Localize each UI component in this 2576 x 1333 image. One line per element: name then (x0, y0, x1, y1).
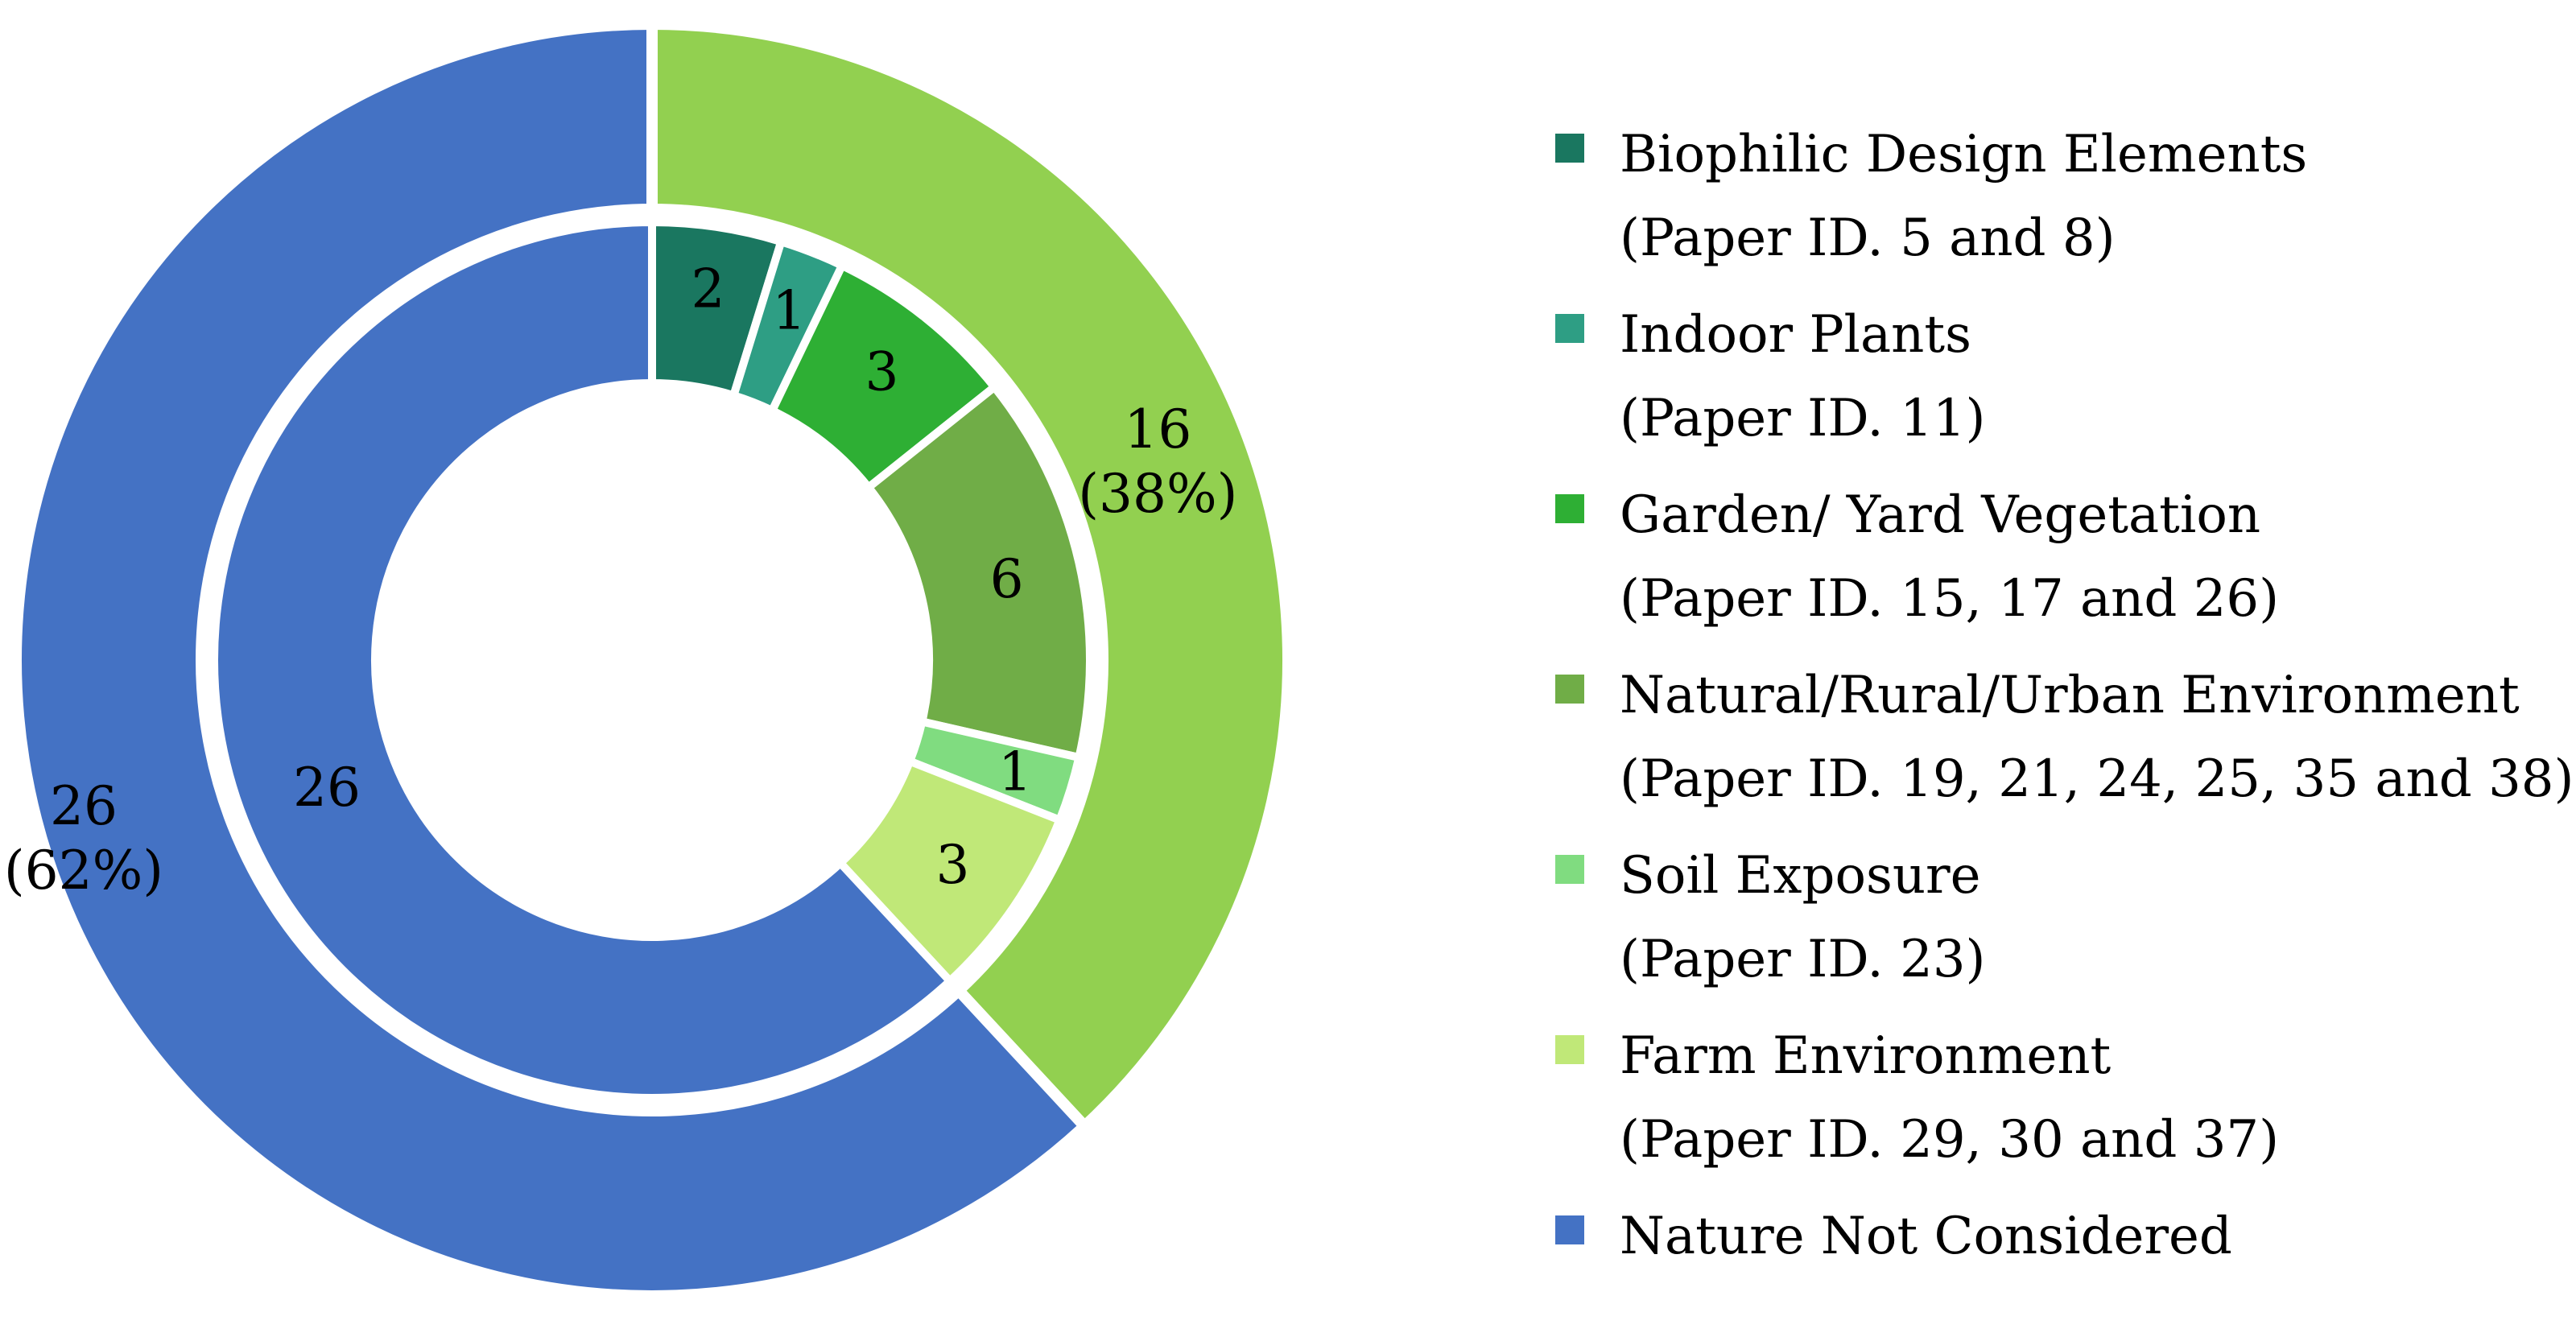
legend-label: Farm Environment (1620, 1026, 2112, 1086)
inner-slice-value-label: 1 (998, 741, 1032, 803)
inner-slice-value-label: 2 (691, 258, 724, 320)
legend-item: Nature Not Considered (1555, 1195, 2553, 1278)
legend-swatch (1555, 134, 1584, 163)
legend-swatch (1555, 855, 1584, 884)
inner-slice-4 (864, 382, 1094, 762)
legend-item: Garden/ Yard Vegetation (Paper ID. 15, 17… (1555, 473, 2553, 641)
inner-slice-value-label: 6 (990, 548, 1024, 610)
legend-label: Natural/Rural/Urban Environment (1620, 666, 2520, 725)
legend-swatch (1555, 1035, 1584, 1064)
legend-swatch (1555, 1215, 1584, 1244)
outer-slice-value-label: 26 (50, 775, 118, 837)
legend-swatch (1555, 675, 1584, 704)
outer-slice-1 (646, 19, 1294, 1133)
legend-label: Biophilic Design Elements (1620, 125, 2308, 184)
legend-sublabel: (Paper ID. 15, 17 and 26) (1620, 569, 2280, 629)
inner-slice-7 (209, 218, 955, 1102)
legend: Biophilic Design Elements (Paper ID. 5 an… (1555, 113, 2574, 1291)
legend-swatch (1555, 494, 1584, 523)
legend-sublabel: (Paper ID. 5 and 8) (1620, 208, 2116, 268)
legend-swatch (1555, 314, 1584, 343)
legend-item: Natural/Rural/Urban Environment (Paper ID… (1555, 654, 2574, 821)
legend-item: Soil Exposure (Paper ID. 23) (1555, 834, 2553, 1001)
inner-ring (209, 218, 1094, 1102)
legend-label: Indoor Plants (1620, 305, 1971, 365)
inner-slice-value-label: 3 (935, 834, 969, 896)
legend-item: Farm Environment (Paper ID. 29, 30 and 37… (1555, 1014, 2553, 1182)
outer-slice-percent-label: (62%) (4, 840, 163, 902)
legend-sublabel: (Paper ID. 23) (1620, 930, 1986, 989)
legend-item: Biophilic Design Elements (Paper ID. 5 an… (1555, 113, 2553, 280)
legend-item: Indoor Plants (Paper ID. 11) (1555, 293, 2553, 460)
legend-sublabel: (Paper ID. 11) (1620, 389, 1986, 448)
legend-label: Garden/ Yard Vegetation (1620, 485, 2261, 545)
legend-sublabel: (Paper ID. 19, 21, 24, 25, 35 and 38) (1620, 749, 2574, 809)
inner-slice-value-label: 3 (865, 340, 899, 402)
outer-slice-2 (10, 19, 1091, 1302)
outer-ring (10, 19, 1294, 1302)
outer-slice-percent-label: (38%) (1078, 463, 1237, 525)
inner-slice-value-label: 1 (772, 280, 806, 342)
outer-slice-value-label: 16 (1124, 398, 1191, 460)
legend-label: Soil Exposure (1620, 846, 1981, 906)
legend-sublabel: (Paper ID. 29, 30 and 37) (1620, 1110, 2280, 1170)
legend-label: Nature Not Considered (1620, 1207, 2232, 1266)
inner-slice-value-label: 26 (293, 757, 361, 819)
